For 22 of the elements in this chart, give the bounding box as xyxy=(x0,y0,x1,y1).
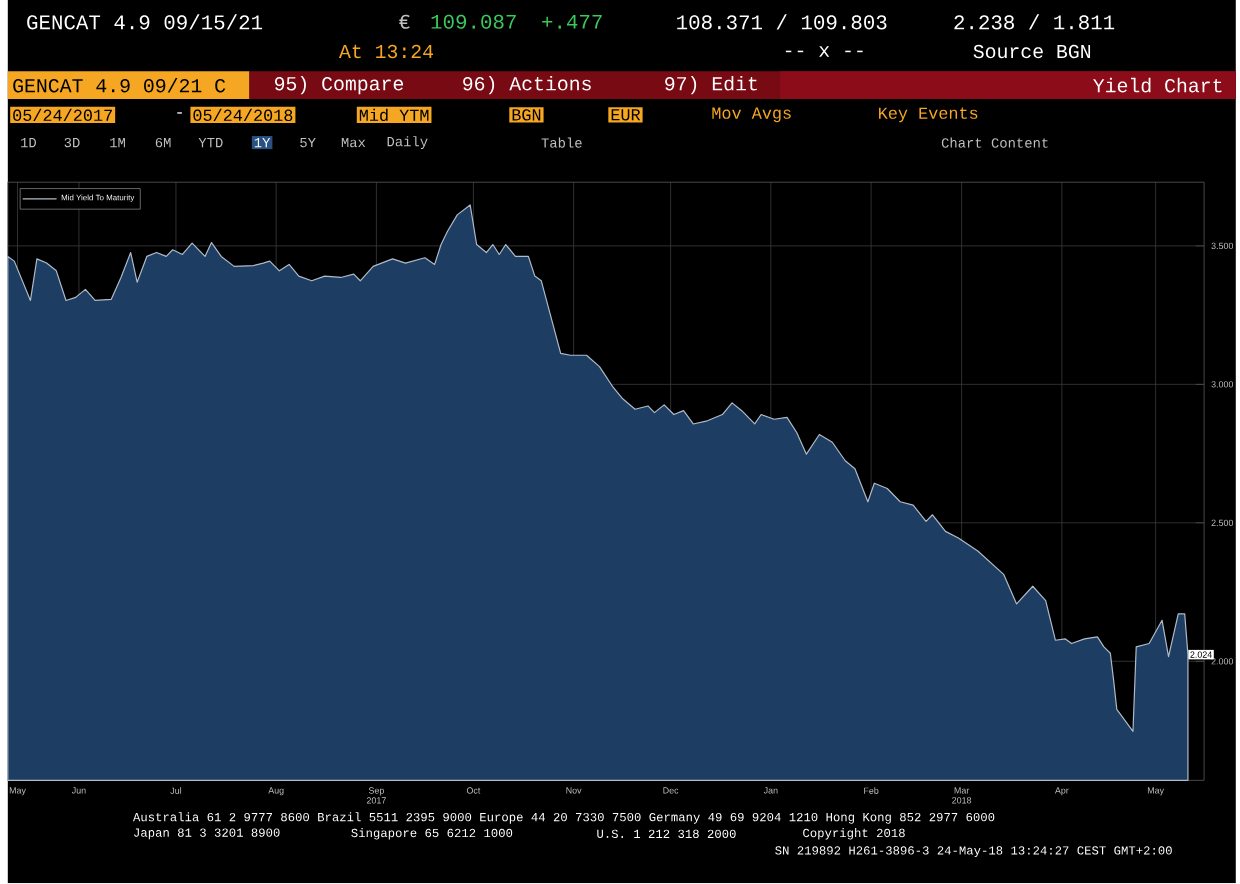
source-note: Source BGN xyxy=(973,45,1091,59)
text: -- x -- xyxy=(785,46,863,58)
text: At 13:24 xyxy=(338,45,434,59)
text: BGN xyxy=(512,109,541,121)
text: 109.087 xyxy=(431,15,516,30)
chart-title: Yield Chart xyxy=(1093,78,1222,93)
text: 05/24/2017 xyxy=(13,108,112,122)
text: GENCAT 4.9 09/21 C xyxy=(13,78,226,93)
text: € xyxy=(399,15,410,30)
text: +.477 xyxy=(542,15,602,29)
text: Mid YTM xyxy=(359,108,429,122)
text: 108.371 / 109.803 xyxy=(677,14,887,30)
text: 05/24/2018 xyxy=(193,108,293,122)
text: 95) Compare xyxy=(274,76,404,95)
text: Mov Avgs xyxy=(712,107,791,123)
text: 2.238 / 1.811 xyxy=(954,14,1115,30)
text: 96) Actions xyxy=(463,76,591,95)
text: Key Events xyxy=(879,107,978,123)
text: EUR xyxy=(611,109,641,121)
text: GENCAT 4.9 09/15/21 xyxy=(27,14,263,30)
text: - xyxy=(177,112,182,114)
text: 97) Edit xyxy=(665,76,757,95)
